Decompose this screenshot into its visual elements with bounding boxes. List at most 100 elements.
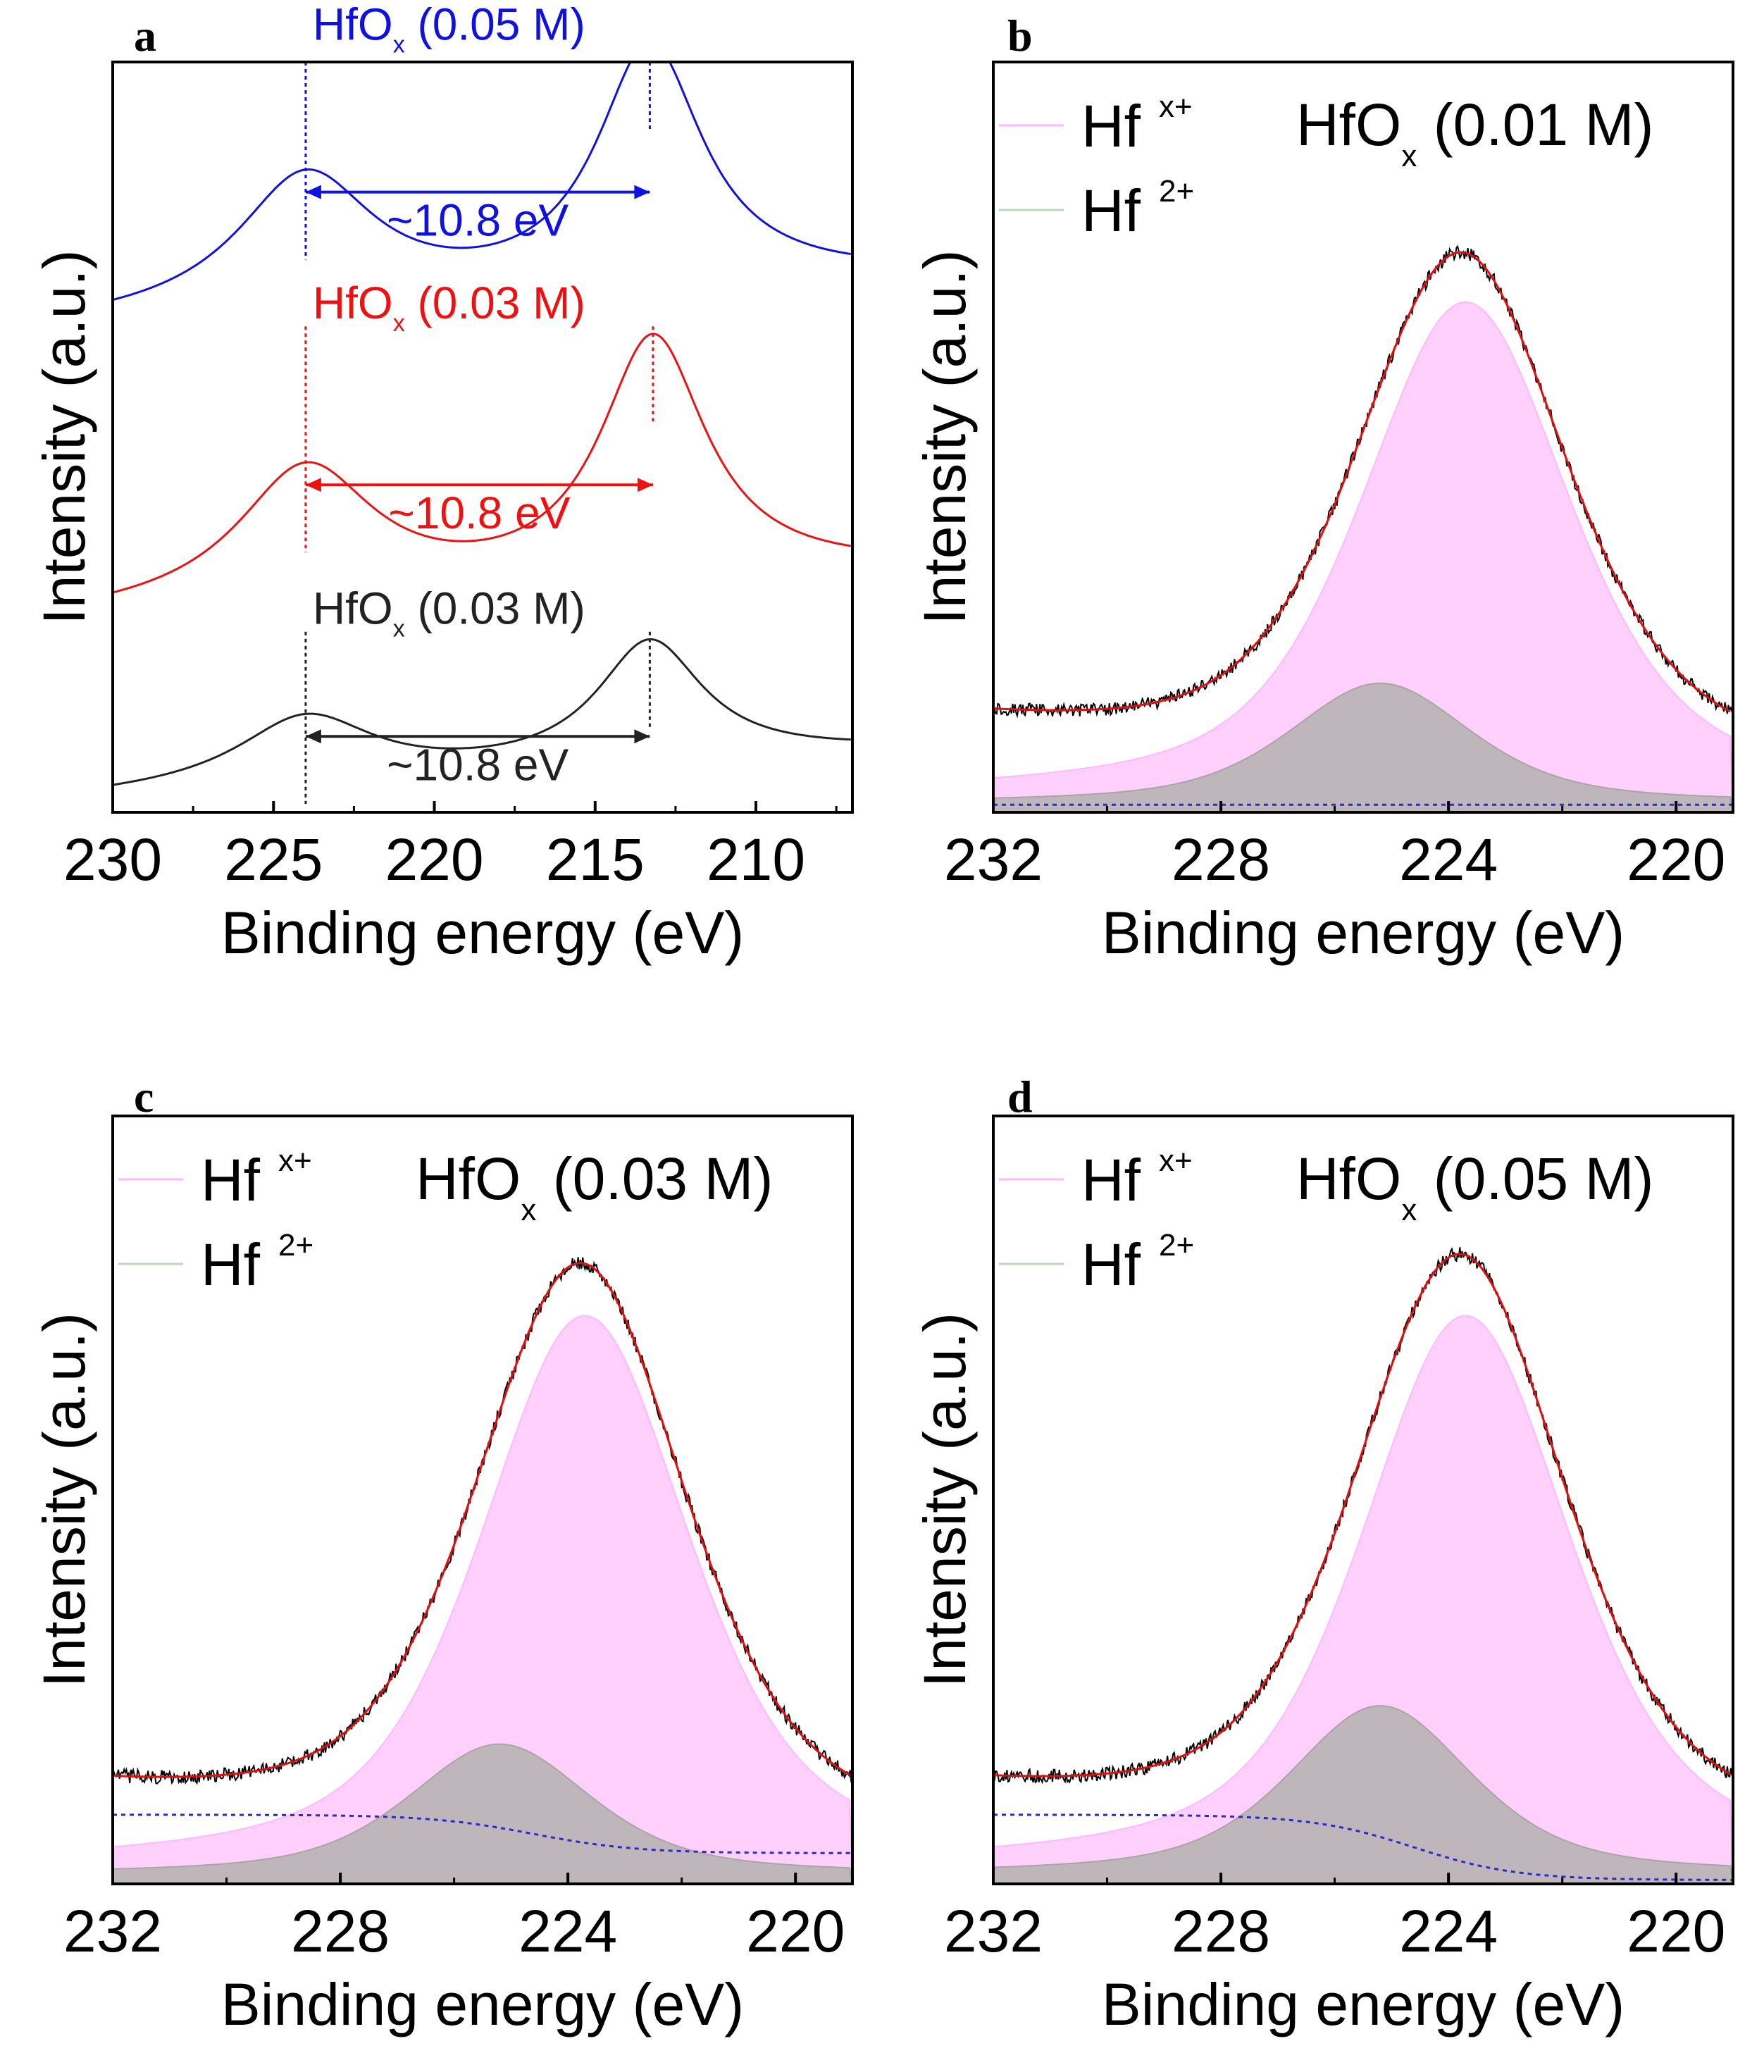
fit-envelope-line xyxy=(113,1262,850,1778)
fit-envelope-line xyxy=(993,251,1731,713)
series-label-sub: x xyxy=(393,310,405,337)
fit-envelope-line xyxy=(993,1253,1731,1778)
sample-title-rest: (0.01 M) xyxy=(1417,92,1653,158)
y-axis-label: Intensity (a.u.) xyxy=(31,249,97,624)
x-tick-label: 220 xyxy=(1627,826,1725,893)
legend-sup-1: 2+ xyxy=(278,1228,313,1263)
sample-title-rest: (0.05 M) xyxy=(1417,1146,1653,1212)
y-axis-label: Intensity (a.u.) xyxy=(912,249,978,624)
plot-frame xyxy=(111,61,854,814)
series-label: HfOx (0.03 M) xyxy=(313,583,585,642)
y-axis-label: Intensity (a.u.) xyxy=(31,1313,97,1687)
x-tick-label: 232 xyxy=(944,1898,1043,1964)
panel-letter: b xyxy=(1007,11,1033,61)
panel-c: c Hf x+ Hf 2+ HfOx (0.03 M) 232 228 224 220Bindin… xyxy=(31,1072,854,2037)
sample-title-main: HfO xyxy=(416,1146,521,1212)
hf2-component-area xyxy=(993,1705,1733,1884)
hf2-component-area xyxy=(993,682,1733,812)
x-tick-label: 215 xyxy=(546,826,645,893)
spectrum-line-1 xyxy=(113,333,851,594)
sample-title-sub: x xyxy=(521,1193,536,1227)
hfx-component-area xyxy=(993,1315,1733,1884)
panel-d: d Hf x+ Hf 2+ HfOx (0.05 M) 232 228 224 220Bindin… xyxy=(912,1072,1734,2037)
arrow-head-right xyxy=(634,185,650,199)
arrow-head-right xyxy=(634,729,650,744)
arrow-head-left xyxy=(305,729,321,744)
x-tick-label: 220 xyxy=(746,1898,845,1964)
legend-sup-0: x+ xyxy=(1159,1143,1193,1178)
hfx-component-area xyxy=(993,301,1733,812)
x-axis-label: Binding energy (eV) xyxy=(221,900,744,966)
sample-title-main: HfO xyxy=(1296,1146,1401,1212)
plot-frame xyxy=(992,1115,1734,1885)
x-tick-label: 228 xyxy=(291,1898,390,1964)
legend-label-0: Hf xyxy=(1081,1147,1141,1213)
separation-label: ~10.8 eV xyxy=(387,739,569,790)
x-tick-label: 232 xyxy=(63,1898,162,1964)
arrow-head-left xyxy=(305,185,321,199)
x-tick-label: 228 xyxy=(1172,826,1270,893)
arrow-head-left xyxy=(305,478,321,492)
sample-title: HfOx (0.01 M) xyxy=(1296,92,1653,173)
y-axis-label: Intensity (a.u.) xyxy=(912,1313,978,1687)
series-label-main: HfO xyxy=(313,0,393,50)
sample-title: HfOx (0.03 M) xyxy=(416,1146,773,1227)
plot-area xyxy=(113,1257,852,1884)
plot-frame xyxy=(111,1115,854,1885)
legend-sup-1: 2+ xyxy=(1159,174,1194,209)
x-tick-label: 220 xyxy=(385,826,483,893)
legend-label-0: Hf xyxy=(201,1147,261,1213)
series-label-rest: (0.05 M) xyxy=(405,0,585,50)
separation-label: ~10.8 eV xyxy=(388,488,570,538)
sample-title-sub: x xyxy=(1401,139,1417,173)
series-label-main: HfO xyxy=(313,583,393,633)
sample-title-rest: (0.03 M) xyxy=(536,1146,773,1212)
x-axis-label: Binding energy (eV) xyxy=(1102,900,1625,966)
hfx-component-area xyxy=(113,1315,852,1884)
sample-title-main: HfO xyxy=(1296,92,1401,158)
series-label-main: HfO xyxy=(313,278,393,328)
x-tick-label: 220 xyxy=(1627,1898,1725,1964)
x-tick-label: 224 xyxy=(518,1898,617,1964)
series-label: HfOx (0.03 M) xyxy=(313,278,585,337)
panel-letter: d xyxy=(1007,1072,1033,1122)
plot-area xyxy=(993,1247,1733,1884)
arrow-head-right xyxy=(637,478,653,492)
legend-sup-1: 2+ xyxy=(1159,1228,1194,1263)
series-label-rest: (0.03 M) xyxy=(405,583,585,633)
legend-label-1: Hf xyxy=(1081,178,1141,244)
panel-letter: a xyxy=(134,11,156,61)
x-tick-label: 225 xyxy=(224,826,323,893)
panel-b: b Hf x+ Hf 2+ HfOx (0.01 M) 232 228 224 220Bindin… xyxy=(912,11,1734,966)
sample-title-sub: x xyxy=(1401,1193,1417,1227)
sample-title: HfOx (0.05 M) xyxy=(1296,1146,1653,1227)
panel-letter: c xyxy=(134,1072,154,1122)
legend-label-1: Hf xyxy=(201,1232,261,1298)
x-tick-label: 230 xyxy=(63,826,162,893)
x-tick-label: 210 xyxy=(707,826,805,893)
x-axis-label: Binding energy (eV) xyxy=(1102,1971,1625,2037)
plot-area xyxy=(113,62,851,805)
series-label: HfOx (0.05 M) xyxy=(313,0,585,58)
legend-label-1: Hf xyxy=(1081,1232,1141,1298)
spectrum-line-2 xyxy=(113,638,851,786)
separation-label: ~10.8 eV xyxy=(387,195,569,246)
x-tick-label: 232 xyxy=(944,826,1043,893)
x-tick-label: 224 xyxy=(1399,826,1498,893)
plot-frame xyxy=(992,61,1734,814)
legend-sup-0: x+ xyxy=(1159,89,1193,124)
spectrum-line-0 xyxy=(113,62,851,302)
x-tick-label: 228 xyxy=(1172,1898,1270,1964)
legend-sup-0: x+ xyxy=(278,1143,312,1178)
legend-label-0: Hf xyxy=(1081,93,1141,159)
series-label-rest: (0.03 M) xyxy=(405,278,585,328)
background-line xyxy=(113,1813,852,1854)
hf2-component-area xyxy=(113,1743,852,1884)
plot-area xyxy=(993,244,1733,812)
x-tick-label: 224 xyxy=(1399,1898,1498,1964)
series-label-sub: x xyxy=(393,615,405,642)
series-label-sub: x xyxy=(393,32,405,58)
x-axis-label: Binding energy (eV) xyxy=(221,1971,744,2037)
